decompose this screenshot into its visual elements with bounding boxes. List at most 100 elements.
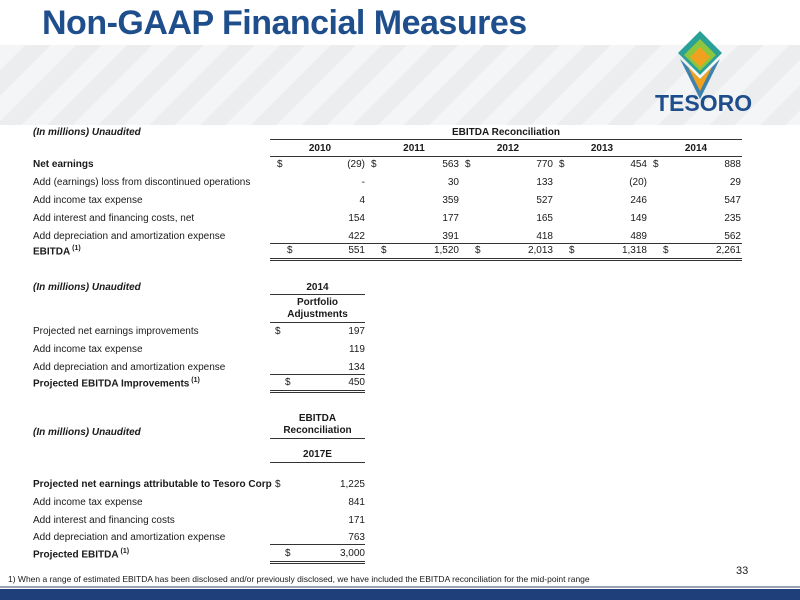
dollar-sign: $ [475, 245, 481, 256]
table1-row-label: Add (earnings) loss from discontinued op… [33, 177, 251, 188]
table1-cell: 888 [724, 159, 741, 170]
table1-group-header: EBITDA Reconciliation [452, 127, 560, 138]
table1-cell: 149 [630, 213, 647, 224]
table1-total-cell: 1,520 [433, 245, 459, 256]
table2-year-rule [270, 294, 365, 295]
table1-cell: 527 [536, 195, 553, 206]
table1-total-cell: 1,318 [621, 245, 647, 256]
table1-cell: 30 [447, 177, 459, 188]
dollar-sign: $ [287, 245, 293, 256]
tesoro-logo-icon [678, 31, 722, 99]
dollar-sign: $ [569, 245, 575, 256]
table1-total-double-rule [270, 258, 742, 261]
table2-row-label: Add income tax expense [33, 344, 143, 355]
dollar-sign: $ [285, 548, 291, 559]
table2-cell: 197 [348, 326, 365, 337]
dollar-sign: $ [559, 159, 565, 170]
table3-row-label: Add depreciation and amortization expens… [33, 532, 226, 543]
table3-total-double-rule [270, 561, 365, 564]
table1-cell: 418 [536, 231, 553, 242]
table2-year-header: 2014 [306, 282, 329, 293]
table2-total-cell: 450 [348, 377, 365, 388]
table1-cell: 454 [630, 159, 647, 170]
table1-row-label: Add income tax expense [33, 195, 143, 206]
table1-year-header: 2011 [403, 143, 425, 154]
table2-col-header: Adjustments [287, 309, 348, 320]
table1-cell: (20) [629, 177, 647, 188]
table3-total-label: Projected EBITDA (1) [33, 548, 130, 561]
table1-cell: 391 [442, 231, 459, 242]
table2-total-double-rule [270, 390, 365, 393]
table3-col-header: EBITDA [298, 413, 337, 424]
table3-cell: 171 [348, 515, 365, 526]
page-number: 33 [736, 565, 749, 577]
dollar-sign: $ [653, 159, 659, 170]
dollar-sign: $ [277, 159, 283, 170]
table1-cell: 422 [348, 231, 365, 242]
table1-year-rule [270, 156, 742, 157]
table3-cell: 1,225 [339, 479, 365, 490]
dollar-sign: $ [381, 245, 387, 256]
table3-col-header: Reconciliation [283, 425, 352, 436]
table2-cell: 119 [349, 344, 365, 355]
table2-header-rule [270, 322, 365, 323]
bottom-divider [0, 586, 800, 588]
table2-row-label: Add depreciation and amortization expens… [33, 362, 226, 373]
table1-cell: 154 [348, 213, 365, 224]
table1-cell: 563 [442, 159, 459, 170]
table3-year-rule [270, 462, 365, 463]
logo-text: TESORO [655, 90, 753, 116]
table1-total-cell: 551 [348, 245, 365, 256]
dollar-sign: $ [285, 377, 291, 388]
table1-cell: 246 [630, 195, 647, 206]
dollar-sign: $ [663, 245, 669, 256]
table1-row-label: Add depreciation and amortization expens… [33, 231, 226, 242]
table1-row-label: Net earnings [33, 159, 94, 170]
header-background-band [0, 45, 800, 125]
table2-total-rule [270, 374, 365, 375]
table1-cell: (29) [347, 159, 365, 170]
table1-caption: (In millions) Unaudited [33, 127, 141, 138]
table1-total-cell: 2,261 [715, 245, 741, 256]
table3-cell: 763 [348, 532, 365, 543]
page-title: Non-GAAP Financial Measures [42, 4, 527, 42]
table1-cell: 235 [724, 213, 741, 224]
dollar-sign: $ [275, 326, 281, 337]
table3-total-cell: 3,000 [339, 548, 365, 559]
table1-cell: 133 [536, 177, 553, 188]
table3-caption: (In millions) Unaudited [33, 427, 141, 438]
table3-header-rule [270, 438, 365, 439]
table3-row-label: Add income tax expense [33, 497, 143, 508]
table1-year-header: 2014 [684, 143, 708, 154]
table3-row-label: Add interest and financing costs [33, 515, 175, 526]
table1-cell: 29 [729, 177, 741, 188]
table3-cell: 841 [348, 497, 365, 508]
dollar-sign: $ [371, 159, 377, 170]
table2-col-header: Portfolio [296, 297, 339, 308]
table2-caption: (In millions) Unaudited [33, 282, 141, 293]
table1-cell: 4 [359, 195, 365, 206]
table3-total-rule [270, 544, 365, 545]
table1-cell: 489 [630, 231, 647, 242]
table1-header-rule [270, 139, 742, 140]
table1-total-label: EBITDA (1) [33, 245, 81, 258]
table1-cell: 165 [536, 213, 553, 224]
table1-cell: 562 [724, 231, 741, 242]
table2-total-label: Projected EBITDA Improvements (1) [33, 377, 200, 390]
table1-cell: 177 [442, 213, 459, 224]
table1-cell: - [361, 177, 365, 188]
table1-row-label: Add interest and financing costs, net [33, 213, 195, 224]
table1-year-header: 2010 [308, 143, 332, 154]
table3-year-header: 2017E [303, 449, 332, 460]
table3-row-label: Projected net earnings attributable to T… [33, 479, 272, 490]
table1-total-cell: 2,013 [527, 245, 553, 256]
dollar-sign: $ [275, 479, 281, 490]
bottom-bar [0, 589, 800, 600]
table1-year-header: 2013 [590, 143, 614, 154]
dollar-sign: $ [465, 159, 471, 170]
table2-row-label: Projected net earnings improvements [33, 326, 199, 337]
footnote: 1) When a range of estimated EBITDA has … [8, 574, 590, 584]
table1-cell: 770 [536, 159, 553, 170]
table2-cell: 134 [348, 362, 365, 373]
table1-total-rule [270, 243, 742, 244]
